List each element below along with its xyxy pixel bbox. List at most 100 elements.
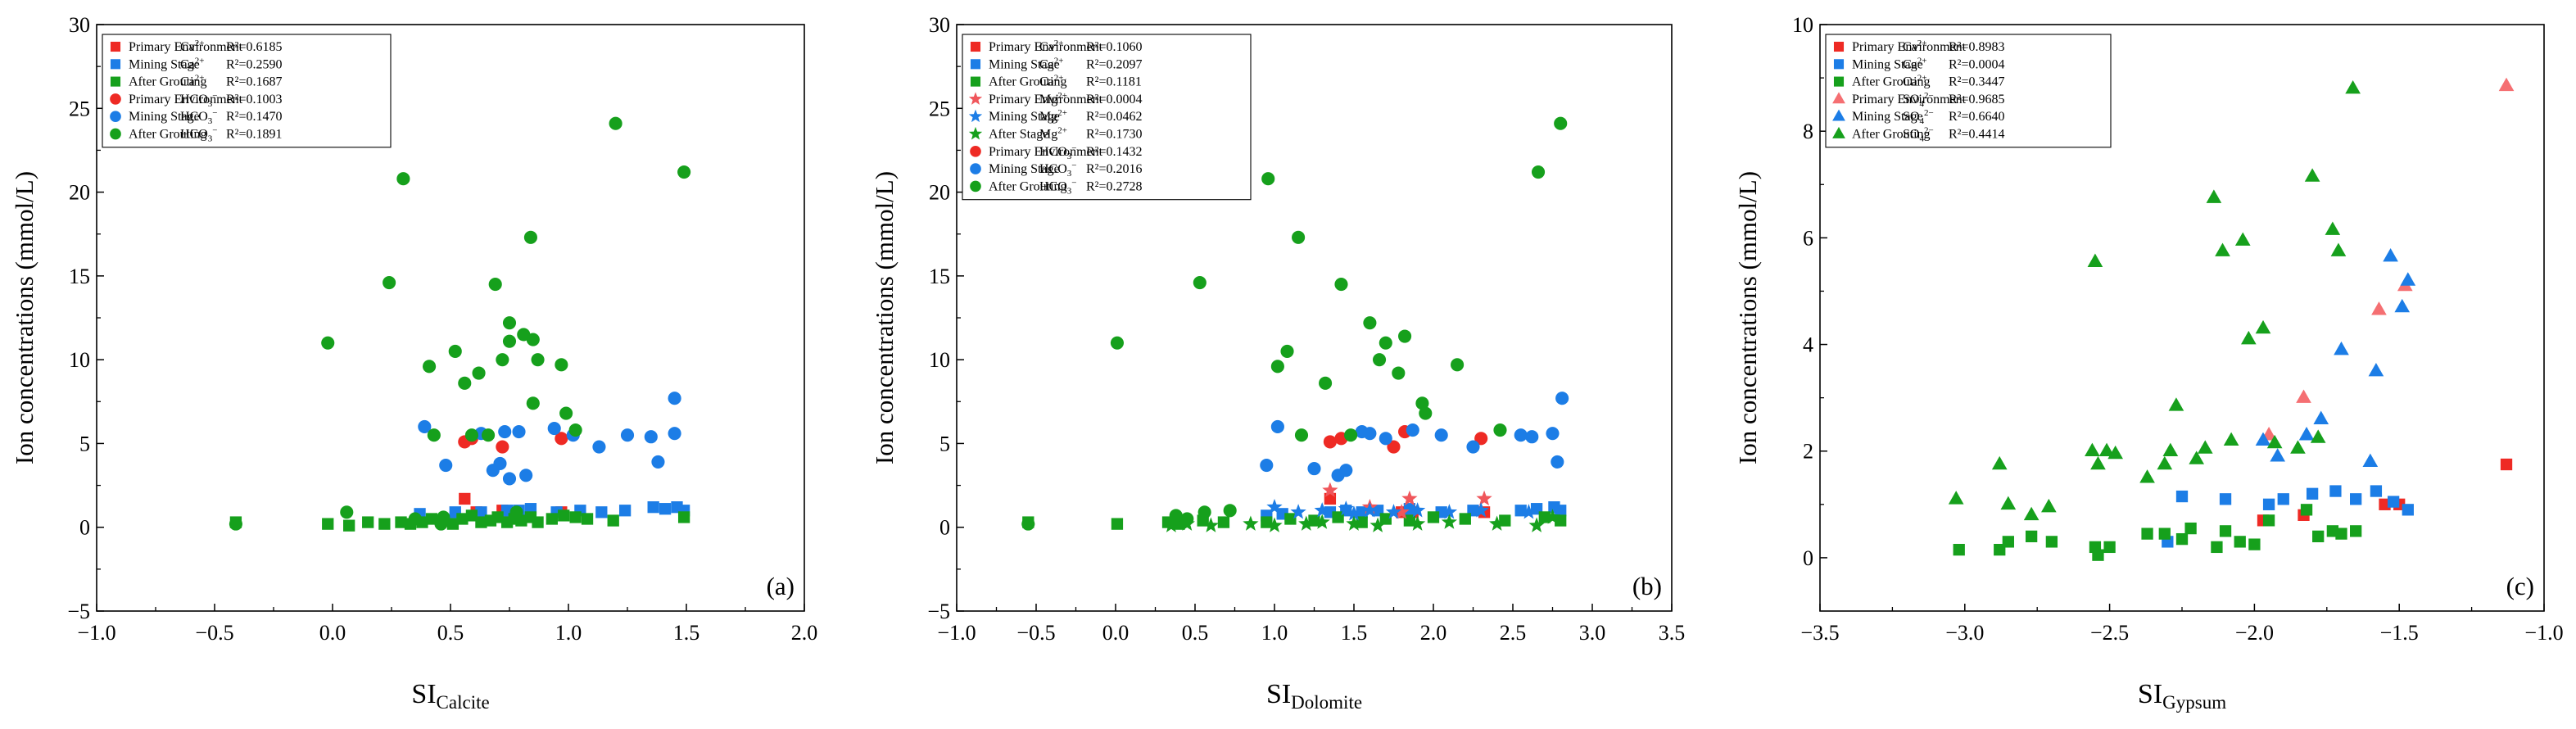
x-tick-label: −1.0 [937,621,976,645]
data-point [1110,336,1124,350]
data-point [2087,253,2103,267]
data-point [1441,504,1458,519]
data-point [418,419,432,434]
legend-label: Mining Stage [129,57,200,71]
data-point [493,456,507,471]
y-tick-label: 0 [939,516,950,540]
y-tick-label: −5 [67,600,90,623]
x-tick-label: −3.0 [1945,621,1984,645]
legend-ion: Ca2+ [180,74,205,89]
data-point [1473,502,1489,518]
data-point [1554,116,1568,130]
legend-ion: Ca2+ [1903,56,1927,71]
data-point [1202,517,1220,532]
data-point [526,396,540,410]
y-tick-label: 10 [1792,13,1813,37]
series-circle-mining [418,392,681,486]
legend-r2: R²=0.6185 [226,40,283,54]
legend-ion-sup: 2+ [1917,74,1927,84]
legend-marker-star [968,126,983,140]
data-point [1953,543,1965,556]
y-tick-label: 4 [1803,333,1813,357]
data-point [1323,435,1337,449]
data-point [1401,490,1418,506]
series-circle-mining [1260,392,1569,482]
legend-ion-sup: 2− [1924,126,1934,136]
y-tick-label: 20 [69,181,90,205]
data-point [659,503,672,515]
legend-ion: Ca2+ [180,38,205,54]
x-axis-label-sub: Gypsum [2162,692,2226,713]
data-point [620,428,635,442]
data-point [1409,515,1426,531]
x-tick-label: 2.0 [791,621,818,645]
data-point [1338,500,1354,516]
data-point [2197,440,2213,454]
legend-r2: R²=0.3447 [1949,75,2005,89]
data-point [1544,509,1561,524]
data-point [2387,496,2400,508]
data-point [1551,455,1564,469]
panel-a: −1.0 −0.5 0.0 0.5 1.0 1.5 2.0 −5 0 5 10 15 20 25 30 Ion… [10,13,817,713]
series-square-mining [414,501,690,520]
data-point [1180,512,1194,526]
x-tick-label: 0.0 [319,621,346,645]
x-tick-label: 1.0 [555,621,582,645]
data-point [1427,511,1440,523]
data-point [2157,455,2173,470]
data-point [2334,341,2349,355]
data-point [2175,490,2189,503]
y-tick-label: 15 [929,265,950,288]
legend-r2: R²=0.2728 [1086,179,1143,193]
legend-ion: SO42− [1903,91,1934,109]
legend-marker-square [970,76,981,87]
data-point [2092,549,2104,561]
legend-marker-circle [110,111,121,123]
legend-ion-base: Ca [180,57,195,71]
data-point [502,334,517,348]
data-point [1514,428,1528,442]
data-point [555,358,568,372]
data-point [502,472,517,486]
data-point [1441,514,1458,529]
data-point [1298,515,1315,531]
legend-marker-circle [970,180,981,192]
legend-ion-sup: − [1071,143,1076,153]
legend-ion-base: HCO [1039,145,1067,159]
data-point [1514,505,1527,517]
legend-ion-sup: 2− [1924,108,1934,118]
data-point [1322,482,1338,497]
x-tick-label: 1.0 [1261,621,1288,645]
legend-marker-square [110,76,121,87]
data-point [472,366,486,380]
y-tick-label: 5 [939,432,950,455]
data-point [526,333,540,346]
series-star-mining [1266,499,1537,521]
x-axis-label: SICalcite [411,679,489,713]
series-square-mining [2162,485,2414,548]
legend-marker-circle [970,163,981,174]
data-point [2350,525,2362,537]
legend-label: After Grouting [129,128,207,142]
data-point [2223,432,2239,446]
legend-r2: R²=0.1730 [1086,128,1143,142]
data-point [2500,458,2513,471]
data-point [2189,451,2205,464]
data-point [2306,487,2319,500]
y-tick-label: 0 [1803,546,1813,570]
series-triangle-mining [2255,248,2416,468]
legend-ion-base: SO [1903,110,1919,124]
legend-label: Primary Environment [129,40,243,54]
data-point [2262,514,2275,527]
data-point [1538,511,1551,523]
data-point [512,425,526,439]
data-point [2313,410,2329,424]
data-point [1290,504,1306,519]
data-point [1474,432,1488,446]
x-tick-label: −1.5 [2380,621,2419,645]
data-point [2240,330,2257,345]
